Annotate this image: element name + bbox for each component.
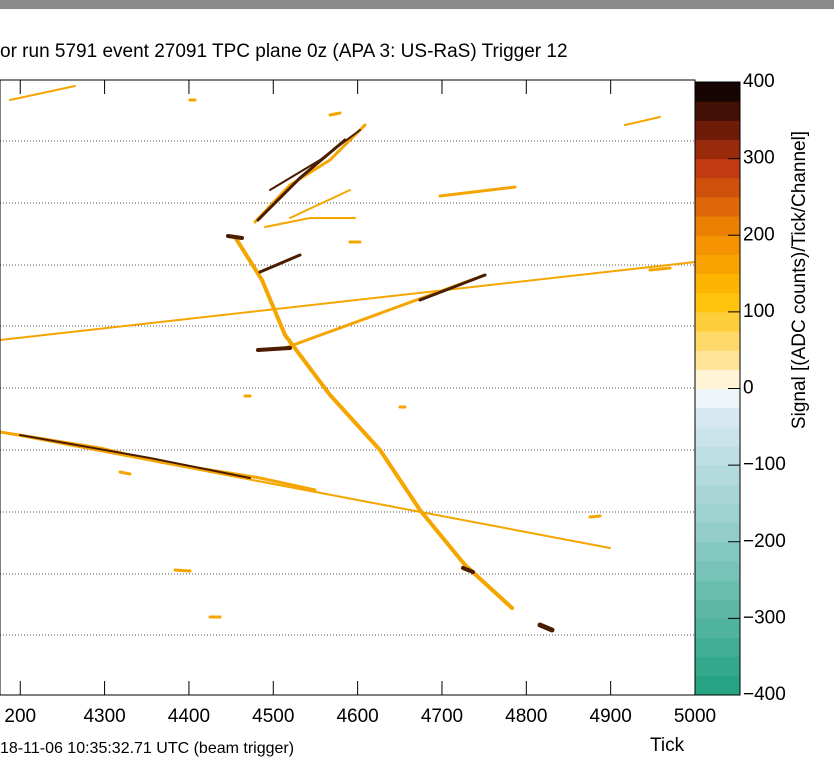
z-tick-label: 300 bbox=[743, 148, 775, 169]
x-tick-label: 4400 bbox=[168, 706, 210, 727]
tracks bbox=[0, 85, 696, 633]
colorbar-step bbox=[695, 656, 740, 677]
colorbar-step bbox=[695, 426, 740, 447]
colorbar-step bbox=[695, 216, 740, 236]
z-tick-label: 100 bbox=[743, 301, 775, 322]
plot-frame bbox=[0, 79, 696, 696]
colorbar-step bbox=[695, 196, 740, 217]
colorbar-step bbox=[695, 580, 740, 600]
colorbar-step bbox=[695, 541, 740, 562]
colorbar-step bbox=[695, 445, 740, 466]
colorbar-step bbox=[695, 120, 740, 140]
chart-title: or run 5791 event 27091 TPC plane 0z (AP… bbox=[0, 41, 568, 62]
x-tick-label: 4800 bbox=[505, 706, 547, 727]
colorbar-step bbox=[695, 82, 740, 102]
colorbar-step bbox=[695, 292, 740, 313]
colorbar-step bbox=[695, 139, 740, 160]
colorbar-step bbox=[695, 369, 740, 389]
x-tick-label: 4500 bbox=[252, 706, 294, 727]
z-tick-label: −400 bbox=[743, 684, 786, 705]
x-tick-label: 4700 bbox=[421, 706, 463, 727]
colorbar-label: Signal [(ADC counts)/Tick/Channel] bbox=[789, 131, 810, 429]
colorbar-step bbox=[695, 618, 740, 639]
window-edge bbox=[0, 0, 834, 9]
x-axis-label: Tick bbox=[650, 735, 685, 756]
colorbar-step bbox=[695, 407, 740, 428]
colorbar-step bbox=[695, 311, 740, 332]
channel-grid bbox=[0, 140, 695, 636]
x-tick-label: 5000 bbox=[674, 706, 716, 727]
colorbar-step bbox=[695, 101, 740, 121]
colorbar-step bbox=[695, 484, 740, 504]
colorbar-step bbox=[695, 331, 740, 351]
colorbar-step bbox=[695, 177, 740, 198]
colorbar-step bbox=[695, 158, 740, 179]
z-tick-label: 200 bbox=[743, 224, 775, 245]
x-tick-label: 200 bbox=[4, 706, 36, 727]
colorbar-step bbox=[695, 254, 740, 275]
z-tick-label: −300 bbox=[743, 607, 786, 628]
colorbar-step bbox=[695, 388, 740, 409]
colorbar-step bbox=[695, 522, 740, 543]
colorbar-step bbox=[695, 675, 740, 696]
colorbar-step bbox=[695, 599, 740, 619]
z-tick-label: 0 bbox=[743, 378, 754, 399]
colorbar-step bbox=[695, 465, 740, 485]
z-tick-label: −100 bbox=[743, 454, 786, 475]
colorbar-step bbox=[695, 235, 740, 255]
colorbar-step bbox=[695, 503, 740, 524]
x-tick-label: 4600 bbox=[336, 706, 378, 727]
x-tick-label: 4900 bbox=[590, 706, 632, 727]
z-tick-label: −200 bbox=[743, 531, 786, 552]
footer: 18-11-06 10:35:32.71 UTC (beam trigger) bbox=[0, 740, 294, 757]
colorbar-step bbox=[695, 560, 740, 581]
colorbar-step bbox=[695, 637, 740, 658]
colorbar-step bbox=[695, 350, 740, 370]
z-tick-label: 400 bbox=[743, 71, 775, 92]
colorbar-step bbox=[695, 273, 740, 294]
x-tick-label: 4300 bbox=[83, 706, 125, 727]
